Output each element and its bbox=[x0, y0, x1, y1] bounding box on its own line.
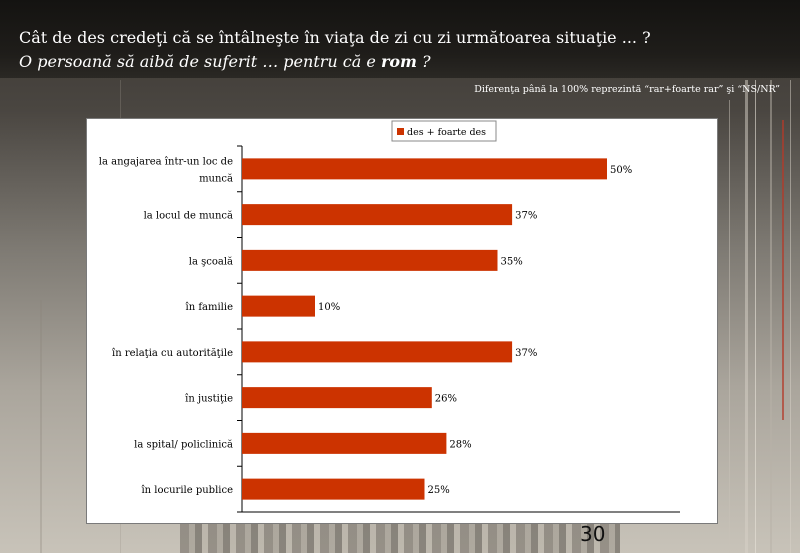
category-label: la angajarea într-un loc de bbox=[99, 156, 233, 167]
header-bar: Cât de des credeţi că se întâlneşte în v… bbox=[0, 0, 800, 78]
category-label: în relaţia cu autorităţile bbox=[112, 348, 233, 359]
data-label: 37% bbox=[515, 348, 537, 359]
bar bbox=[242, 478, 425, 500]
footnote: Diferenţa până la 100% reprezintă “rar+f… bbox=[474, 84, 780, 95]
page-number: 30 bbox=[580, 522, 606, 546]
data-label: 25% bbox=[428, 485, 450, 496]
legend-swatch bbox=[397, 128, 404, 135]
data-label: 26% bbox=[435, 394, 457, 405]
data-label: 50% bbox=[610, 165, 632, 176]
data-label: 37% bbox=[515, 211, 537, 222]
data-label: 35% bbox=[501, 256, 523, 267]
category-label: muncă bbox=[199, 173, 233, 184]
category-label: la şcoală bbox=[189, 256, 233, 267]
question-subtitle: O persoană să aibă de suferit … pentru c… bbox=[19, 52, 431, 71]
category-label: la locul de muncă bbox=[144, 211, 233, 222]
data-label: 28% bbox=[449, 439, 471, 450]
bar bbox=[242, 158, 607, 180]
category-label: la spital/ policlinică bbox=[134, 439, 233, 450]
subtitle-suffix: ? bbox=[416, 52, 431, 71]
subtitle-prefix: O persoană să aibă de suferit … pentru c… bbox=[19, 52, 381, 71]
bar bbox=[242, 387, 432, 409]
data-label: 10% bbox=[318, 302, 340, 313]
bar bbox=[242, 295, 315, 317]
category-label: în familie bbox=[186, 302, 234, 313]
bar bbox=[242, 204, 513, 226]
category-label: în locurile publice bbox=[141, 485, 233, 496]
subtitle-bold-word: rom bbox=[380, 52, 417, 71]
bar bbox=[242, 432, 447, 454]
bar bbox=[242, 249, 498, 271]
legend-label: des + foarte des bbox=[407, 127, 486, 138]
question-title: Cât de des credeţi că se întâlneşte în v… bbox=[19, 28, 651, 47]
legend-box bbox=[391, 120, 497, 142]
category-label: în justiţie bbox=[185, 394, 233, 405]
bar bbox=[242, 341, 513, 363]
bar-chart: des + foarte des 50% la angajarea într-un … bbox=[86, 118, 718, 524]
chart-svg: des + foarte des 50% la angajarea într-un … bbox=[99, 120, 680, 513]
